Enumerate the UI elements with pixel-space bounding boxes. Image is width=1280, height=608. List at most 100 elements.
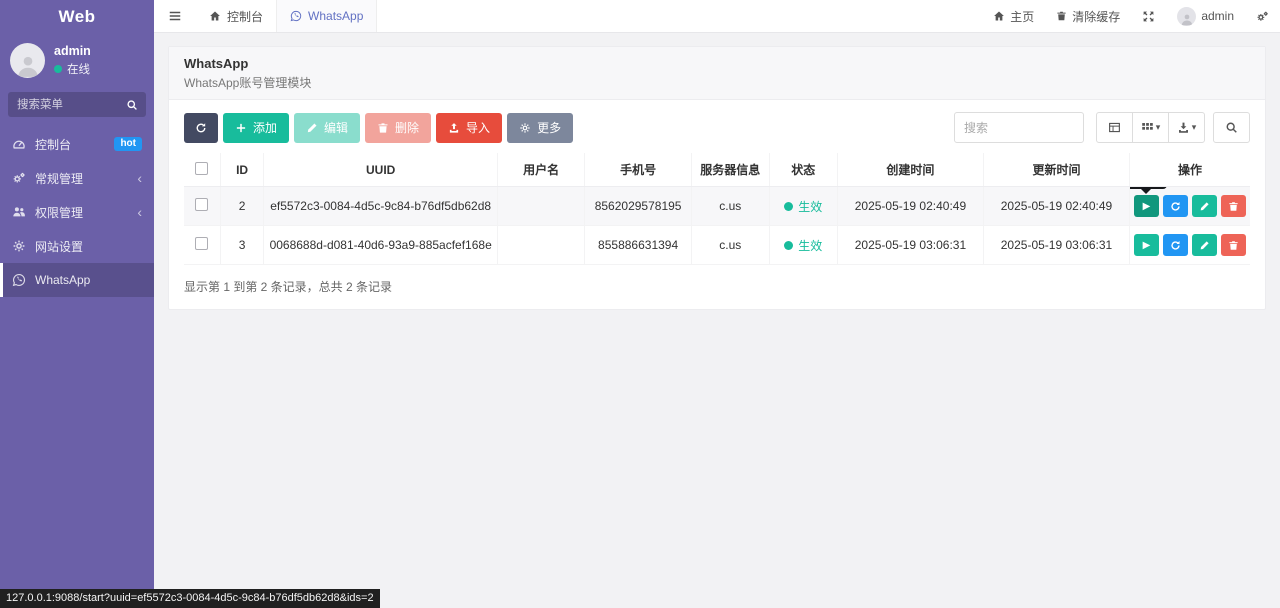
row-edit-button[interactable] [1191, 234, 1217, 256]
column-header-uuid[interactable]: UUID [263, 153, 498, 187]
sidebar-item-label: 网站设置 [35, 239, 84, 254]
tab-dashboard[interactable]: 控制台 [196, 0, 276, 32]
cell-server: c.us [690, 186, 770, 226]
settings-button[interactable] [1245, 0, 1280, 33]
refresh-button[interactable] [184, 112, 218, 143]
online-status: 在线 [54, 61, 91, 77]
avatar[interactable] [10, 43, 45, 78]
edit-button[interactable]: 编辑 [294, 112, 361, 143]
view-button-group: ▾ ▾ [1096, 112, 1205, 143]
export-icon [1178, 122, 1188, 133]
hot-badge: hot [114, 137, 142, 151]
online-dot [54, 65, 62, 73]
caret-down-icon: ▾ [1155, 122, 1161, 132]
column-header-username[interactable]: 用户名 [496, 153, 585, 187]
cell-uuid: 0068688d-d081-40d6-93a9-885acfef168e [263, 225, 498, 265]
caret-down-icon: ▾ [1191, 122, 1197, 132]
row-delete-button[interactable] [1220, 234, 1246, 256]
cell-status: 生效 [768, 225, 838, 265]
main-area: 控制台 WhatsApp 主页 清除缓存 [154, 0, 1280, 608]
search-icon [126, 97, 138, 111]
cell-username [496, 186, 585, 226]
topbar: 控制台 WhatsApp 主页 清除缓存 [154, 0, 1280, 33]
page-title: WhatsApp [184, 56, 249, 71]
row-delete-button[interactable] [1220, 195, 1246, 217]
column-header-id[interactable]: ID [219, 153, 264, 187]
avatar [1177, 6, 1197, 26]
search-submit-button[interactable] [1213, 112, 1250, 143]
pencil-icon [1200, 240, 1209, 249]
topbar-right: 主页 清除缓存 admin [982, 0, 1280, 32]
reconnect-button[interactable] [1162, 195, 1188, 217]
row-checkbox[interactable] [195, 237, 209, 250]
users-icon [13, 207, 25, 217]
start-button[interactable]: 启动 ▶ [1130, 186, 1167, 217]
trash-icon [1057, 11, 1066, 21]
sidebar-menu: 控制台 hot 常规管理 ‹ 权限管理 ‹ 网站设置 WhatsApp [0, 127, 154, 297]
sidebar: Web admin 在线 控制台 hot [0, 0, 154, 608]
cell-operations: 启动 ▶ [1128, 186, 1250, 226]
column-header-status[interactable]: 状态 [768, 153, 838, 187]
column-header-phone[interactable]: 手机号 [584, 153, 692, 187]
cell-phone: 8562029578195 [584, 186, 692, 226]
upload-icon [449, 122, 459, 133]
home-icon [210, 11, 220, 21]
app-logo[interactable]: Web [58, 6, 96, 26]
cell-updated: 2025-05-19 03:06:31 [982, 225, 1130, 265]
search-icon [1226, 122, 1237, 133]
tab-whatsapp[interactable]: WhatsApp [276, 0, 378, 32]
row-edit-button[interactable] [1191, 195, 1217, 217]
home-link[interactable]: 主页 [982, 0, 1045, 33]
column-header-updated[interactable]: 更新时间 [982, 153, 1130, 187]
cell-created: 2025-05-19 02:40:49 [836, 186, 984, 226]
select-all-checkbox[interactable] [195, 161, 209, 175]
column-header-created[interactable]: 创建时间 [836, 153, 984, 187]
home-icon [994, 11, 1005, 21]
gears-icon [13, 172, 25, 183]
sidebar-item-dashboard[interactable]: 控制台 hot [0, 127, 154, 161]
cell-created: 2025-05-19 03:06:31 [836, 225, 984, 265]
add-button[interactable]: 添加 [223, 112, 290, 143]
sidebar-item-permissions[interactable]: 权限管理 ‹ [0, 195, 154, 229]
fullscreen-button[interactable] [1131, 0, 1166, 33]
table-search-input[interactable] [954, 112, 1084, 143]
sidebar-item-label: 控制台 [35, 137, 72, 152]
play-icon: ▶ [1142, 200, 1151, 212]
import-button[interactable]: 导入 [436, 112, 503, 143]
sidebar-item-whatsapp[interactable]: WhatsApp [0, 263, 154, 297]
cell-username [496, 225, 585, 265]
export-button[interactable]: ▾ [1168, 112, 1205, 143]
play-icon: ▶ [1142, 239, 1151, 251]
table-row: 2 ef5572c3-0084-4d5c-9c84-b76df5db62d8 8… [184, 186, 1250, 226]
column-header-operations[interactable]: 操作 [1128, 153, 1250, 187]
delete-button[interactable]: 删除 [365, 112, 432, 143]
menu-search-input[interactable] [8, 92, 146, 117]
user-panel: admin 在线 [0, 33, 154, 86]
panel-heading: WhatsApp WhatsApp账号管理模块 [169, 47, 1265, 100]
start-button[interactable]: ▶ [1133, 234, 1159, 256]
clear-cache-link[interactable]: 清除缓存 [1045, 0, 1131, 33]
content-area: WhatsApp WhatsApp账号管理模块 添加 [154, 33, 1280, 608]
reconnect-button[interactable] [1162, 234, 1188, 256]
status-dot [784, 240, 794, 250]
columns-button[interactable]: ▾ [1132, 112, 1169, 143]
toggle-view-button[interactable] [1096, 112, 1133, 143]
trash-icon [378, 122, 388, 133]
user-menu[interactable]: admin [1166, 0, 1245, 33]
column-header-server[interactable]: 服务器信息 [690, 153, 770, 187]
trash-icon [1229, 240, 1238, 250]
sidebar-search [8, 92, 146, 117]
row-checkbox[interactable] [195, 198, 209, 211]
table-toolbar: 添加 编辑 删除 导入 [184, 112, 1250, 143]
accounts-table: ID UUID 用户名 手机号 服务器信息 状态 创建时间 更新时间 操作 [184, 153, 1250, 265]
sidebar-item-site-settings[interactable]: 网站设置 [0, 229, 154, 263]
refresh-icon [1171, 240, 1180, 250]
cell-updated: 2025-05-19 02:40:49 [982, 186, 1130, 226]
sidebar-item-general[interactable]: 常规管理 ‹ [0, 161, 154, 195]
status-dot [784, 201, 794, 211]
topbar-user-name: admin [1201, 9, 1234, 23]
whatsapp-panel: WhatsApp WhatsApp账号管理模块 添加 [168, 46, 1266, 310]
more-button[interactable]: 更多 [507, 112, 574, 143]
sidebar-toggle-button[interactable] [154, 0, 196, 32]
